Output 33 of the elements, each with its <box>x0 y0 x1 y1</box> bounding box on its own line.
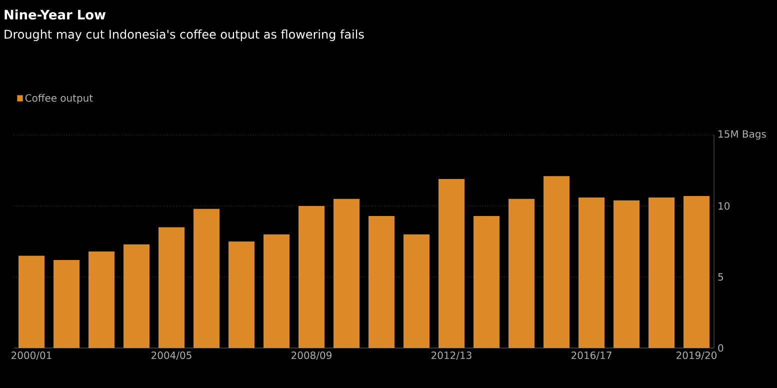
bar <box>298 206 325 348</box>
bar <box>438 179 465 348</box>
x-tick-label: 2012/13 <box>432 352 472 360</box>
chart-title: Nine-Year Low <box>4 10 106 20</box>
y-tick-label: 0 <box>718 344 724 352</box>
bar <box>544 176 570 348</box>
bar <box>124 244 150 348</box>
bar <box>54 260 80 348</box>
legend-label: Coffee output <box>25 94 93 104</box>
bar <box>508 198 535 348</box>
x-tick-label: 2000/01 <box>12 352 52 360</box>
y-tick-label: 15M Bags <box>718 130 766 140</box>
bar <box>228 241 255 348</box>
bar <box>578 197 605 348</box>
x-tick-label: 2019/20 <box>676 352 717 360</box>
x-tick-label: 2016/17 <box>572 352 612 360</box>
bar <box>264 234 290 348</box>
bar <box>334 198 360 348</box>
x-tick-label: 2008/09 <box>292 352 332 360</box>
bar <box>158 227 185 348</box>
y-tick-label: 5 <box>718 273 723 281</box>
bar <box>88 251 115 348</box>
bar <box>648 197 675 348</box>
bar <box>18 256 45 348</box>
x-tick-label: 2004/05 <box>152 352 192 360</box>
bar <box>404 234 430 348</box>
bar <box>194 208 220 348</box>
bar <box>368 216 395 348</box>
bar <box>474 216 500 348</box>
chart-subtitle: Drought may cut Indonesia's coffee output as flowering fails <box>4 30 364 42</box>
bar <box>614 200 640 348</box>
bar <box>684 196 710 348</box>
y-tick-label: 10 <box>718 202 730 210</box>
